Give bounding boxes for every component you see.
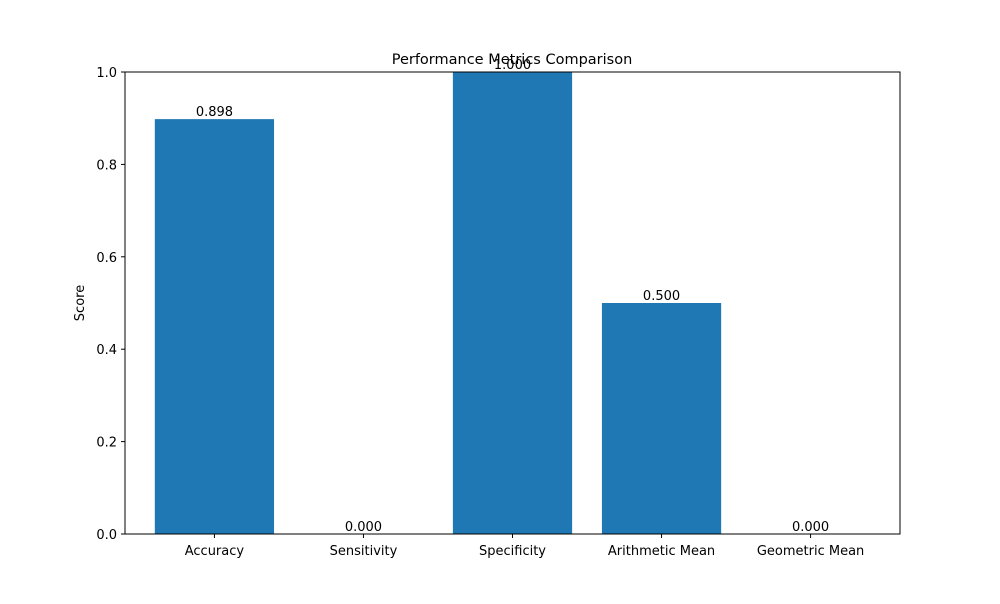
bar-accuracy xyxy=(154,119,275,535)
x-tick-label-sensitivity: Sensitivity xyxy=(330,544,398,559)
value-label-geometric-mean: 0.000 xyxy=(792,520,829,535)
y-tick-label: 0.4 xyxy=(96,343,117,358)
x-tick-label-accuracy: Accuracy xyxy=(185,544,245,559)
x-tick-label-specificity: Specificity xyxy=(479,544,546,559)
y-axis-label: Score xyxy=(73,285,88,321)
x-axis-ticks: Accuracy Sensitivity Specificity Arithmetic… xyxy=(185,534,864,559)
y-tick-label: 1.0 xyxy=(96,66,117,81)
value-label-sensitivity: 0.000 xyxy=(345,520,382,535)
y-tick-label: 0.8 xyxy=(96,158,117,173)
y-tick-label: 0.0 xyxy=(96,528,117,543)
bar-specificity xyxy=(452,72,573,534)
bars-layer xyxy=(154,72,722,535)
value-label-specificity: 1.000 xyxy=(494,58,531,73)
x-tick-label-geometric-mean: Geometric Mean xyxy=(757,544,864,559)
chart-title: Performance Metrics Comparison xyxy=(392,52,633,68)
y-tick-label: 0.6 xyxy=(96,251,117,266)
bar-arithmetic-mean xyxy=(601,303,722,534)
y-tick-label: 0.2 xyxy=(96,436,117,451)
y-axis-ticks: 0.0 0.2 0.4 0.6 0.8 1.0 xyxy=(96,66,125,543)
plot-frame xyxy=(124,71,901,535)
value-label-arithmetic-mean: 0.500 xyxy=(643,289,680,304)
x-tick-label-arithmetic-mean: Arithmetic Mean xyxy=(608,544,715,559)
value-label-accuracy: 0.898 xyxy=(196,105,233,120)
value-labels-layer: 0.898 0.000 1.000 0.500 0.000 xyxy=(196,58,829,535)
